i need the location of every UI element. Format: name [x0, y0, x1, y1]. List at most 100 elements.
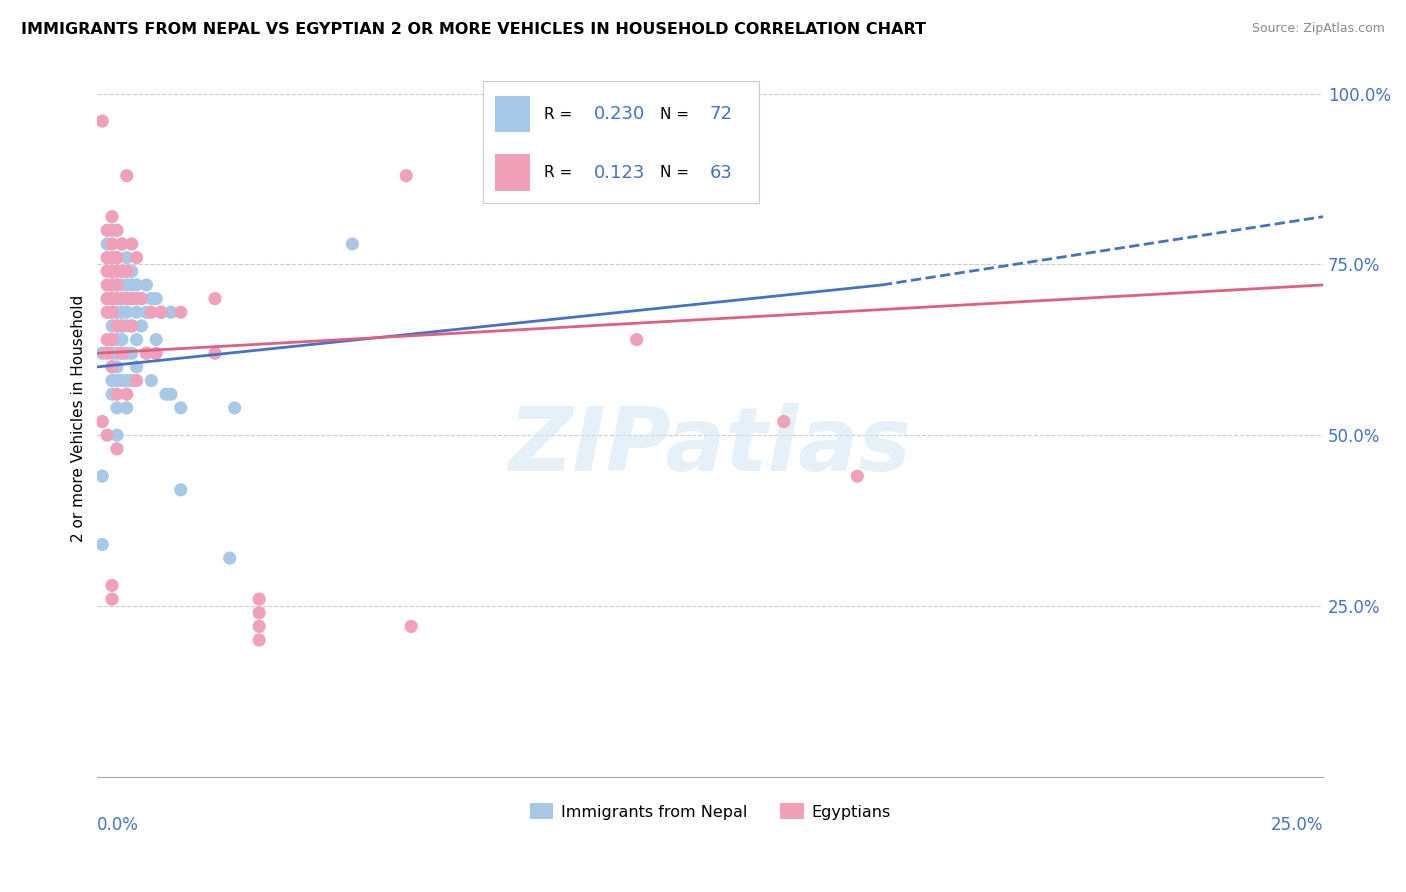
Point: [96, 428, 118, 442]
Point: [96, 305, 118, 319]
Point: [395, 169, 418, 183]
Point: [135, 277, 157, 292]
Point: [111, 237, 134, 252]
Point: [135, 346, 157, 360]
Point: [105, 374, 128, 388]
Point: [105, 277, 128, 292]
Point: [121, 318, 143, 333]
Point: [125, 292, 148, 306]
Point: [101, 237, 124, 252]
Point: [125, 333, 148, 347]
Point: [170, 401, 193, 415]
Point: [111, 237, 134, 252]
Point: [105, 318, 128, 333]
Point: [160, 305, 183, 319]
Point: [121, 292, 143, 306]
Point: [105, 359, 128, 374]
Point: [224, 401, 246, 415]
Point: [115, 346, 138, 360]
Point: [101, 359, 124, 374]
Point: [101, 318, 124, 333]
Point: [91, 346, 114, 360]
Point: [155, 387, 177, 401]
Point: [105, 277, 128, 292]
Point: [111, 318, 134, 333]
Point: [204, 346, 226, 360]
Point: [96, 223, 118, 237]
Point: [121, 318, 143, 333]
Point: [576, 182, 599, 196]
Point: [145, 346, 167, 360]
Point: [145, 333, 167, 347]
Point: [125, 277, 148, 292]
Point: [121, 346, 143, 360]
Point: [91, 469, 114, 483]
Point: [96, 264, 118, 278]
Point: [96, 292, 118, 306]
Point: [218, 551, 240, 566]
Point: [101, 333, 124, 347]
Point: [96, 346, 118, 360]
Point: [111, 264, 134, 278]
Point: [105, 223, 128, 237]
Point: [111, 318, 134, 333]
Point: [135, 305, 157, 319]
Point: [125, 251, 148, 265]
Point: [111, 346, 134, 360]
Point: [105, 292, 128, 306]
Point: [111, 346, 134, 360]
Point: [399, 619, 422, 633]
Point: [101, 346, 124, 360]
Point: [105, 442, 128, 456]
Text: ZIPatlas: ZIPatlas: [509, 403, 911, 491]
Point: [115, 169, 138, 183]
Point: [105, 318, 128, 333]
Point: [115, 292, 138, 306]
Point: [772, 415, 794, 429]
Point: [105, 401, 128, 415]
Point: [247, 592, 270, 607]
Point: [101, 305, 124, 319]
Point: [115, 264, 138, 278]
Text: 25.0%: 25.0%: [1271, 816, 1323, 834]
Point: [115, 251, 138, 265]
Text: IMMIGRANTS FROM NEPAL VS EGYPTIAN 2 OR MORE VEHICLES IN HOUSEHOLD CORRELATION CH: IMMIGRANTS FROM NEPAL VS EGYPTIAN 2 OR M…: [21, 22, 927, 37]
Point: [247, 606, 270, 620]
Point: [111, 292, 134, 306]
Point: [111, 277, 134, 292]
Point: [111, 333, 134, 347]
Point: [141, 305, 163, 319]
Point: [101, 592, 124, 607]
Point: [105, 333, 128, 347]
Point: [121, 277, 143, 292]
Text: 0.0%: 0.0%: [97, 816, 139, 834]
Point: [91, 415, 114, 429]
Point: [105, 264, 128, 278]
Point: [96, 292, 118, 306]
Point: [131, 318, 153, 333]
Point: [170, 483, 193, 497]
Point: [105, 305, 128, 319]
Point: [101, 264, 124, 278]
Text: Source: ZipAtlas.com: Source: ZipAtlas.com: [1251, 22, 1385, 36]
Point: [111, 264, 134, 278]
Point: [111, 292, 134, 306]
Point: [91, 537, 114, 551]
Point: [247, 619, 270, 633]
Point: [121, 264, 143, 278]
Point: [91, 114, 114, 128]
Point: [125, 374, 148, 388]
Point: [141, 292, 163, 306]
Point: [101, 359, 124, 374]
Point: [121, 237, 143, 252]
Y-axis label: 2 or more Vehicles in Household: 2 or more Vehicles in Household: [72, 294, 86, 541]
Point: [170, 305, 193, 319]
Point: [131, 292, 153, 306]
Point: [145, 292, 167, 306]
Point: [115, 264, 138, 278]
Point: [96, 333, 118, 347]
Point: [111, 305, 134, 319]
Point: [342, 237, 364, 252]
Point: [101, 251, 124, 265]
Point: [150, 305, 173, 319]
